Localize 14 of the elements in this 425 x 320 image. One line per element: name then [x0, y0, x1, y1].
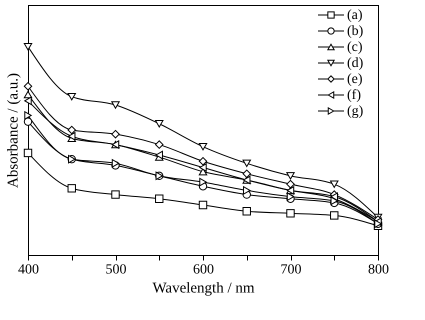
x-tick-label: 700 [280, 262, 302, 278]
legend-label: (f) [347, 88, 362, 103]
legend-label: (b) [347, 24, 364, 39]
x-tick-label: 400 [18, 262, 39, 278]
legend-label: (e) [347, 72, 363, 87]
x-tick-label: 500 [106, 262, 126, 278]
x-tick-label: 800 [368, 262, 389, 278]
legend-label: (d) [347, 56, 364, 71]
legend-label: (a) [347, 8, 363, 23]
x-tick-label: 600 [193, 262, 214, 278]
legend-label: (g) [347, 104, 364, 119]
legend-label: (c) [347, 40, 363, 55]
y-axis-title: Absorbance / (a.u.) [6, 73, 22, 188]
x-axis-title: Wavelength / nm [152, 280, 255, 296]
